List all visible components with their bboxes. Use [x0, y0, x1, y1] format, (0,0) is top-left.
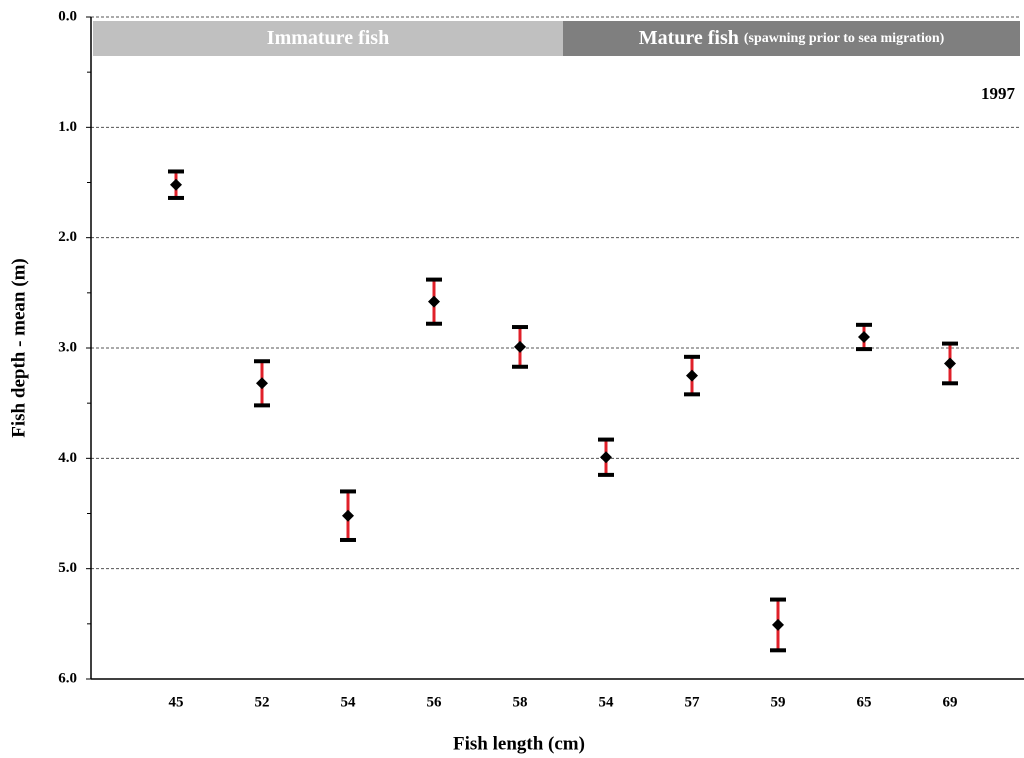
group-band — [93, 21, 563, 56]
group-title: Immature fish — [267, 27, 389, 49]
group-label: Immature fish — [267, 27, 389, 49]
point — [600, 451, 612, 464]
y-tick-label: 1.0 — [58, 119, 77, 135]
point — [772, 618, 784, 631]
group-label: Mature fish (spawning prior to sea migra… — [639, 27, 945, 49]
point — [342, 509, 354, 522]
point — [858, 330, 870, 343]
x-tick-label: 65 — [857, 694, 872, 710]
y-tick-label: 0.0 — [58, 8, 77, 24]
x-tick-label: 45 — [169, 694, 184, 710]
group-sublabel: (spawning prior to sea migration) — [744, 31, 945, 46]
point — [686, 369, 698, 382]
point — [944, 357, 956, 370]
point — [514, 340, 526, 353]
x-tick-label: 54 — [341, 694, 357, 710]
y-tick-label: 5.0 — [58, 560, 77, 576]
group-band — [563, 21, 1020, 56]
y-tick-label: 6.0 — [58, 670, 77, 686]
x-tick-label: 58 — [513, 694, 528, 710]
x-tick-label: 57 — [685, 694, 701, 710]
y-tick-label: 3.0 — [58, 339, 77, 355]
x-tick-label: 54 — [599, 694, 615, 710]
point — [428, 295, 440, 308]
annotation: 1997 — [981, 84, 1016, 103]
x-tick-label: 69 — [943, 694, 958, 710]
x-tick-label: 52 — [255, 694, 270, 710]
y-tick-label: 2.0 — [58, 229, 77, 245]
x-tick-label: 59 — [771, 694, 786, 710]
point — [256, 377, 268, 390]
x-axis-label: Fish length (cm) — [453, 733, 585, 754]
group-title: Mature fish — [639, 27, 739, 49]
point — [170, 178, 182, 191]
x-tick-label: 56 — [427, 694, 443, 710]
y-tick-label: 4.0 — [58, 450, 77, 466]
y-axis-label: Fish depth - mean (m) — [8, 258, 29, 437]
